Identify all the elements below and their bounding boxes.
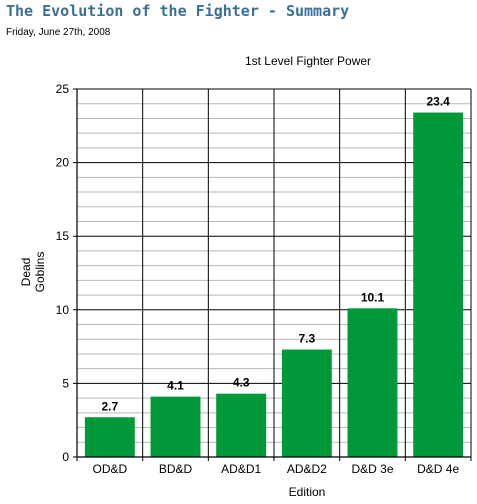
y-tick-label: 25 <box>56 82 70 96</box>
y-axis-label: DeadGoblins <box>19 252 47 293</box>
x-tick-label: BD&D <box>159 462 193 476</box>
data-label: 4.1 <box>167 379 184 393</box>
data-labels: 2.7 4.1 4.3 7.3 10.1 23.4 <box>101 95 450 414</box>
y-tick-label: 0 <box>62 450 69 464</box>
bar <box>281 349 332 457</box>
bar <box>413 112 464 457</box>
data-label: 7.3 <box>298 332 315 346</box>
y-tick-label: 10 <box>56 303 70 317</box>
x-tick-label: AD&D1 <box>221 462 261 476</box>
chart-grid <box>73 88 472 461</box>
y-tick-label: 15 <box>56 229 70 243</box>
chart-title: 1st Level Fighter Power <box>245 54 371 68</box>
y-axis-label-line: Dead <box>19 258 33 287</box>
chart-axes <box>76 89 471 458</box>
page-title: The Evolution of the Fighter - Summary <box>6 2 350 20</box>
x-axis-label: Edition <box>289 485 326 499</box>
y-tick-label: 20 <box>56 156 70 170</box>
page-date: Friday, June 27th, 2008 <box>6 27 111 38</box>
y-axis-label-line: Goblins <box>33 252 47 293</box>
data-label: 10.1 <box>361 290 385 304</box>
data-label: 23.4 <box>426 95 450 109</box>
bar <box>84 417 135 457</box>
data-label: 2.7 <box>101 399 118 413</box>
x-tick-label: D&D 3e <box>351 462 393 476</box>
bar <box>347 308 398 457</box>
y-tick-label: 5 <box>62 376 69 390</box>
bar <box>150 396 201 457</box>
x-tick-label: D&D 4e <box>417 462 459 476</box>
x-tick-label: AD&D2 <box>287 462 327 476</box>
y-tick-labels: 0 5 10 15 20 25 <box>56 82 70 464</box>
bar <box>216 393 267 457</box>
x-tick-labels: OD&D BD&D AD&D1 AD&D2 D&D 3e D&D 4e <box>92 462 459 476</box>
x-tick-label: OD&D <box>92 462 127 476</box>
chart-bars <box>84 112 464 457</box>
data-label: 4.3 <box>233 376 250 390</box>
